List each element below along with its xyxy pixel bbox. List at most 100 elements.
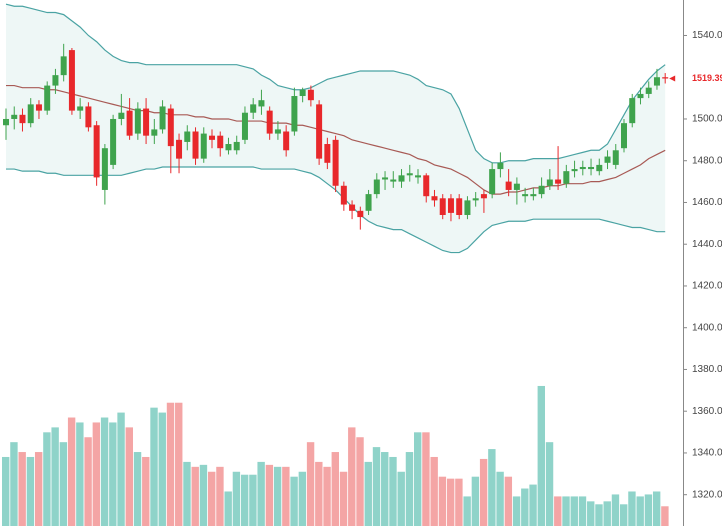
candle-body (85, 106, 92, 128)
candle-body (431, 196, 438, 201)
candle-body (621, 123, 627, 149)
candle (134, 102, 141, 140)
candle-body (596, 164, 603, 172)
candle (382, 171, 389, 190)
candle-body (365, 194, 372, 211)
candle (431, 189, 438, 207)
candle-body (340, 185, 347, 205)
candle (11, 106, 18, 130)
volume-bar (620, 504, 628, 526)
candle-body (349, 204, 356, 211)
candle (555, 146, 562, 190)
candle (126, 98, 133, 140)
volume-bar (2, 456, 10, 526)
candle (530, 187, 537, 201)
candle-body (11, 114, 18, 119)
candle-body (44, 85, 51, 111)
volume-bar (67, 417, 76, 526)
volume-bar (265, 464, 274, 526)
volume-bar (10, 442, 18, 526)
volume-bar (479, 458, 488, 526)
y-tick-label: 1340.00 (692, 448, 722, 459)
candle-body (93, 125, 100, 178)
candle (35, 100, 42, 119)
candle (373, 173, 380, 199)
volume-bar (158, 412, 166, 526)
candle-body (159, 106, 166, 130)
volume-bar (521, 488, 529, 526)
candle-body (373, 179, 380, 195)
y-tick-label: 1400.00 (692, 322, 722, 333)
candle-body (398, 175, 405, 182)
volume-bar (92, 422, 101, 526)
volume-bar (463, 496, 471, 526)
candle-body (505, 181, 512, 190)
candle (365, 189, 372, 215)
volume-bar (611, 494, 620, 526)
candle-body (200, 133, 207, 159)
volume-bar (414, 432, 422, 526)
volume-bar (504, 476, 513, 526)
candle-body (225, 144, 232, 151)
volume-bar (446, 478, 455, 526)
candle-body (167, 108, 174, 147)
volume-bar (175, 402, 183, 526)
candle (241, 106, 248, 145)
candle-body (101, 148, 108, 190)
candle (621, 118, 627, 153)
candle-body (192, 131, 199, 159)
volume-bar (323, 466, 331, 526)
y-tick-label: 1440.00 (692, 239, 722, 250)
candle-body (299, 89, 306, 97)
candle (480, 189, 487, 213)
volume-bar (587, 501, 595, 526)
candle-body (324, 144, 331, 163)
candle (588, 158, 595, 176)
candle-body (283, 131, 290, 151)
volume-bar (512, 496, 521, 526)
candle (143, 98, 150, 145)
volume-bar (372, 447, 381, 526)
y-tick-label: 1380.00 (692, 364, 722, 375)
candle-body (571, 169, 578, 172)
volume-bar (455, 478, 463, 526)
candle-body (555, 179, 562, 184)
candle (93, 121, 100, 186)
candle (406, 164, 413, 182)
volume-bar (290, 476, 298, 526)
volume-bar (389, 456, 397, 526)
volume-bar (397, 471, 405, 526)
volume-bar (183, 461, 191, 526)
volume-bar (595, 504, 603, 526)
candle-body (612, 150, 619, 165)
candle-body (134, 108, 141, 134)
candle (349, 200, 356, 220)
volume-bar (652, 491, 661, 526)
candle (200, 127, 207, 163)
candle (579, 160, 586, 176)
candle (513, 177, 520, 205)
candle (209, 129, 215, 149)
candle (522, 187, 529, 203)
candle (307, 85, 314, 107)
candle (184, 125, 191, 151)
candle-body (27, 104, 34, 124)
y-tick-label: 1420.00 (692, 281, 722, 292)
volume-bar (34, 452, 43, 526)
candle-body (332, 139, 339, 186)
candle-body (68, 50, 75, 111)
upper-band (5, 3, 666, 164)
band-area (6, 4, 666, 253)
volume-bar (166, 402, 175, 526)
candle (324, 137, 331, 170)
candle-body (250, 104, 257, 113)
candle (456, 194, 463, 220)
candle (538, 177, 545, 199)
candle (217, 131, 224, 157)
middle-band (6, 84, 666, 195)
volume-bar (59, 442, 68, 526)
candle (662, 73, 669, 84)
volume-bar (405, 452, 414, 526)
volume-bar (199, 464, 208, 526)
